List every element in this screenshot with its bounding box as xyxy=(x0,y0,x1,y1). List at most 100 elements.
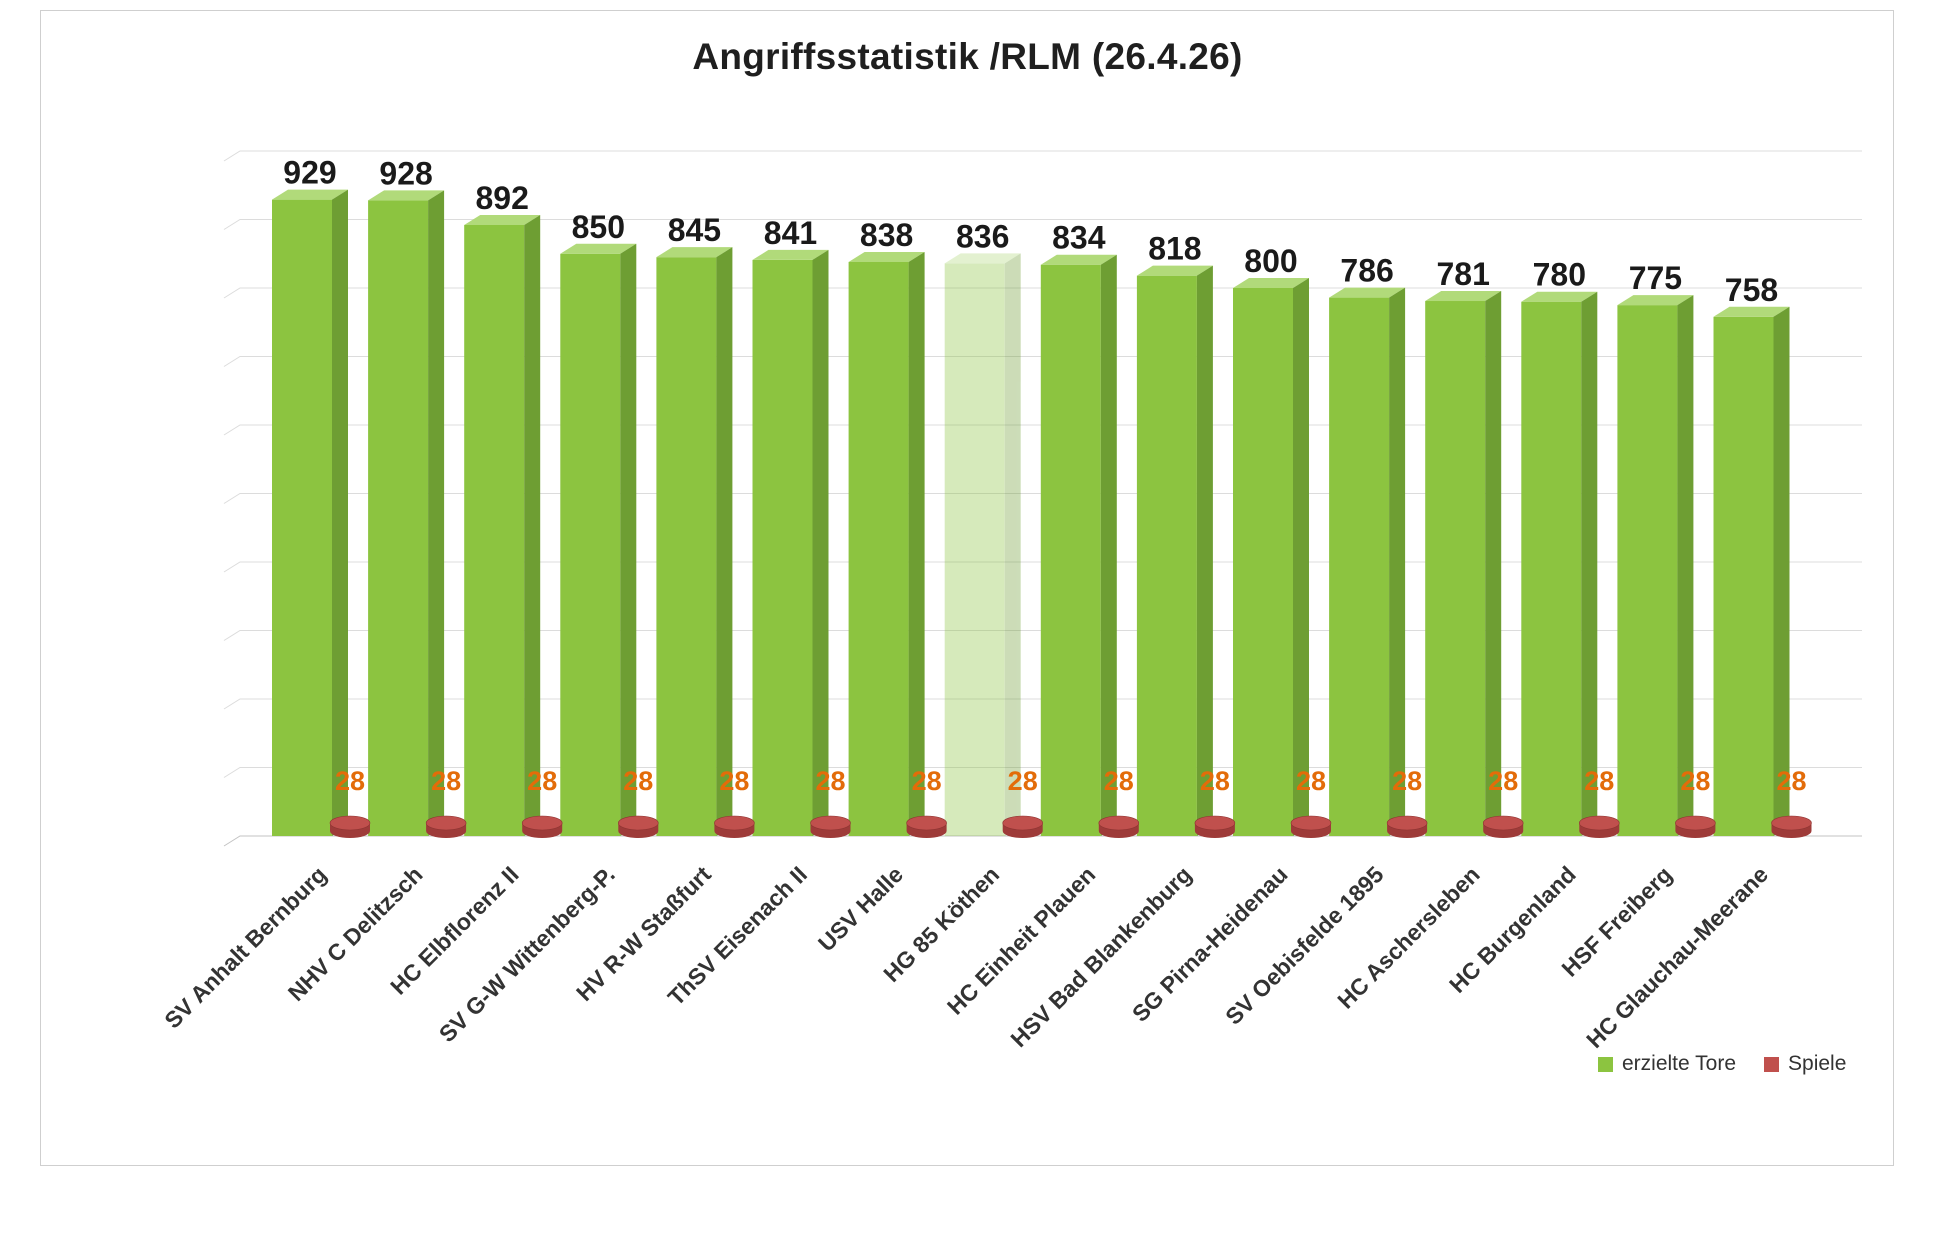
value-label: 845 xyxy=(668,212,721,248)
bar-side-face xyxy=(620,243,637,836)
spiele-label: 28 xyxy=(815,766,845,796)
spiele-cylinder-top xyxy=(1290,815,1332,831)
bar-side-face xyxy=(332,189,348,836)
gridline xyxy=(223,698,1862,710)
legend: erzielte Tore Spiele xyxy=(1598,1052,1846,1076)
gridline xyxy=(223,630,1862,641)
gridline xyxy=(223,287,1862,299)
column-nhv-c-delitzsch xyxy=(368,190,445,836)
spiele-cylinder-top xyxy=(1194,815,1236,831)
bar-side-face xyxy=(1004,253,1021,837)
spiele-label: 28 xyxy=(1296,766,1326,796)
bar-front xyxy=(1425,301,1486,836)
value-label: 892 xyxy=(476,180,529,216)
column-sv-anhalt-bernburg xyxy=(272,189,348,836)
column-hg-85-k-then xyxy=(944,253,1021,837)
spiele-cylinder-top xyxy=(1771,815,1812,831)
bar-side-face xyxy=(1677,295,1694,836)
bar-front xyxy=(272,199,332,836)
value-label: 850 xyxy=(572,209,625,245)
value-label: 818 xyxy=(1148,231,1201,267)
spiele-label: 28 xyxy=(1200,766,1230,796)
bar-front xyxy=(1617,305,1678,836)
spiele-cylinder-top xyxy=(1579,815,1620,831)
legend-item-erzielte-tore: erzielte Tore xyxy=(1598,1052,1736,1076)
bar-side-face xyxy=(1389,287,1406,837)
column-shape xyxy=(1617,295,1694,836)
bar-front xyxy=(464,224,525,837)
column-shape xyxy=(752,249,829,837)
bar-front xyxy=(848,261,909,837)
bar-top-face xyxy=(1521,291,1598,302)
column-shape xyxy=(848,251,925,837)
bar-top-face xyxy=(944,253,1021,264)
gridline xyxy=(223,219,1862,230)
column-hc-elbflorenz-ii xyxy=(464,214,541,837)
column-shape xyxy=(1329,287,1406,837)
value-label: 758 xyxy=(1725,272,1778,308)
category-label-usv-halle: USV Halle xyxy=(813,861,908,956)
value-label: 841 xyxy=(764,215,817,251)
column-hv-r-w-sta-furt xyxy=(656,247,733,837)
bar-side-face xyxy=(1773,306,1790,836)
bar-side-face xyxy=(908,251,925,837)
spiele-label: 28 xyxy=(1680,766,1710,796)
spiele-cylinder-top xyxy=(1675,815,1716,831)
column-hsv-bad-blankenburg xyxy=(1136,265,1213,836)
spiele-label: 28 xyxy=(1776,766,1806,796)
bar-side-face xyxy=(1196,265,1213,836)
bar-front xyxy=(656,257,717,836)
bar-top-face xyxy=(656,247,733,258)
spiele-label: 28 xyxy=(335,766,365,796)
category-label-hc-glauchau-meerane: HC Glauchau-Meerane xyxy=(1581,861,1773,1053)
column-thsv-eisenach-ii xyxy=(752,249,829,837)
gridline xyxy=(223,561,1862,573)
bar-front xyxy=(1233,288,1293,836)
bar-top-face xyxy=(848,251,925,262)
bar-top-face xyxy=(1617,295,1694,306)
gridline xyxy=(223,424,1862,436)
bar-top-face xyxy=(1425,291,1502,302)
gridline xyxy=(223,150,1862,162)
spiele-cylinder-top xyxy=(329,815,371,831)
bar-side-face xyxy=(1581,291,1598,836)
gridline xyxy=(223,356,1862,367)
spiele-cylinder-top xyxy=(906,815,947,831)
column-usv-halle xyxy=(848,251,925,837)
category-label-hsv-bad-blankenburg: HSV Bad Blankenburg xyxy=(1005,861,1196,1052)
spiele-label: 28 xyxy=(431,766,461,796)
spiele-cylinder-top xyxy=(810,815,851,831)
column-shape xyxy=(368,190,445,836)
column-hc-burgenland xyxy=(1521,291,1598,836)
bar-side-face xyxy=(428,190,445,836)
value-label: 781 xyxy=(1437,256,1490,292)
bar-side-face xyxy=(716,247,733,837)
column-hc-einheit-plauen xyxy=(1040,254,1117,837)
series-spiele xyxy=(329,815,1812,839)
column-hc-glauchau-meerane xyxy=(1713,306,1790,836)
chart-title: Angriffsstatistik /RLM (26.4.26) xyxy=(692,36,1243,77)
bar-front xyxy=(1521,301,1582,836)
bar-side-face xyxy=(1293,278,1309,836)
spiele-cylinder-top xyxy=(521,815,563,831)
column-shape xyxy=(464,214,541,837)
legend-label-spiele: Spiele xyxy=(1788,1052,1847,1075)
category-label-sg-pirna-heidenau: SG Pirna-Heidenau xyxy=(1127,861,1293,1027)
column-sv-oebisfelde-1895 xyxy=(1329,287,1406,837)
category-label-sv-oebisfelde-1895: SV Oebisfelde 1895 xyxy=(1220,861,1389,1030)
value-label: 775 xyxy=(1629,260,1682,296)
legend-item-spiele: Spiele xyxy=(1764,1052,1846,1076)
column-shape xyxy=(944,253,1021,837)
bar-front xyxy=(752,259,813,836)
column-hc-aschersleben xyxy=(1425,291,1502,836)
spiele-cylinder-top xyxy=(1098,815,1140,831)
spiele-label: 28 xyxy=(527,766,557,796)
value-label: 834 xyxy=(1052,220,1106,256)
x-axis-line xyxy=(223,835,1862,847)
bar-side-face xyxy=(524,214,541,837)
spiele-cylinder-top xyxy=(1482,815,1524,831)
spiele-cylinder-top xyxy=(714,815,755,831)
bar-top-face xyxy=(1713,306,1790,317)
column-shape xyxy=(1136,265,1213,836)
